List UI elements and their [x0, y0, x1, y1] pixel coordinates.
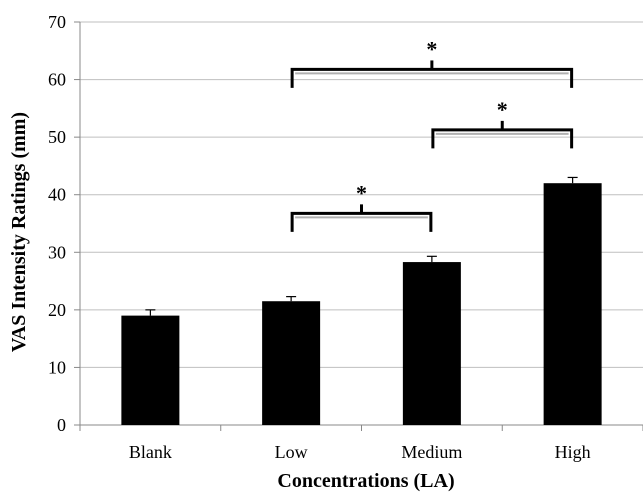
x-tick-label: Blank	[129, 442, 172, 462]
x-axis-title: Concentrations (LA)	[277, 470, 454, 492]
bracket-line	[290, 211, 433, 232]
y-tick-label: 30	[48, 242, 66, 262]
significance-bracket: *	[290, 180, 433, 232]
bar	[402, 262, 461, 425]
x-tick-label: Medium	[401, 442, 462, 462]
significance-star: *	[356, 180, 367, 205]
significance-bracket: *	[431, 97, 574, 149]
y-axis-title: VAS Intensity Ratings (mm)	[8, 112, 30, 352]
bracket-line	[290, 67, 574, 88]
bracket-line	[431, 128, 574, 149]
significance-brackets: * * *	[290, 36, 574, 232]
bar	[121, 315, 180, 425]
y-tick-label: 40	[48, 185, 66, 205]
y-tick-label: 10	[48, 357, 66, 377]
tick-labels: 0 10 20 30 40 50 60 70 Blank Low Medium High	[48, 12, 591, 462]
x-tick-label: High	[555, 442, 591, 462]
gridlines	[80, 21, 643, 368]
y-tick-label: 50	[48, 127, 66, 147]
bar	[543, 183, 602, 425]
x-tick-label: Low	[275, 442, 308, 462]
significance-star: *	[497, 97, 508, 122]
significance-bracket: *	[290, 36, 574, 88]
y-tick-label: 0	[57, 415, 66, 435]
y-tick-label: 20	[48, 300, 66, 320]
y-tick-label: 60	[48, 70, 66, 90]
bar	[262, 301, 321, 425]
significance-star: *	[426, 36, 437, 61]
y-tick-label: 70	[48, 12, 66, 32]
bars	[121, 176, 602, 425]
